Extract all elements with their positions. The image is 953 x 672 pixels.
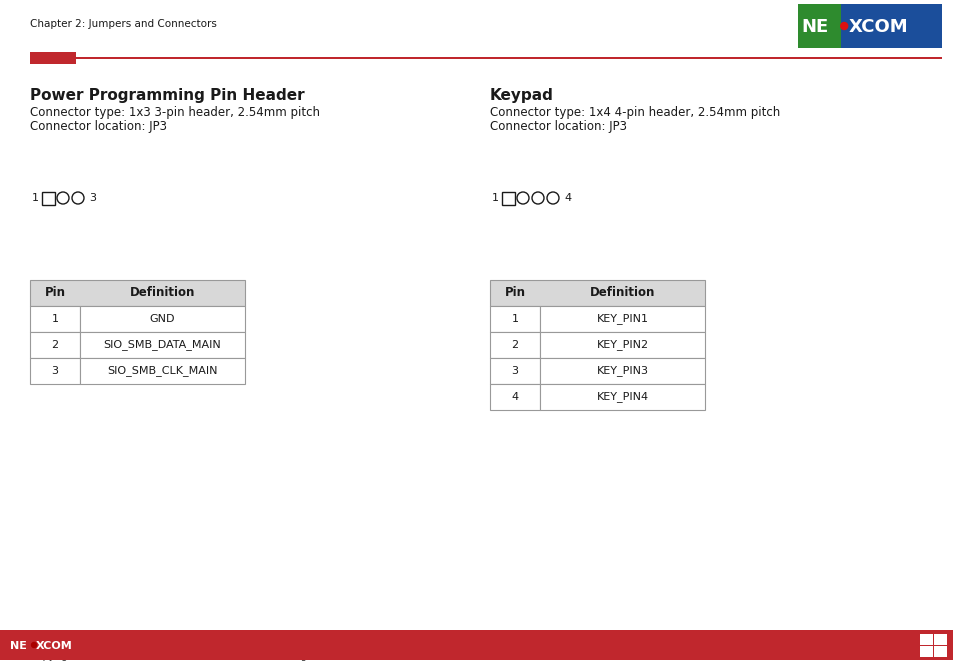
Circle shape <box>840 22 847 30</box>
Bar <box>539 306 704 332</box>
Text: Connector location: JP3: Connector location: JP3 <box>490 120 626 133</box>
Text: Connector location: JP3: Connector location: JP3 <box>30 120 167 133</box>
Text: 3: 3 <box>89 193 96 203</box>
Text: KEY_PIN4: KEY_PIN4 <box>596 392 648 403</box>
Text: 4: 4 <box>563 193 571 203</box>
Text: Copyright © 2013 NEXCOM International Co., Ltd. All Rights Reserved.: Copyright © 2013 NEXCOM International Co… <box>30 651 374 661</box>
Bar <box>490 306 539 332</box>
Bar <box>30 280 245 306</box>
Bar <box>80 306 245 332</box>
Bar <box>919 646 932 657</box>
Bar <box>30 306 80 332</box>
Text: Definition: Definition <box>130 286 195 300</box>
Text: 18: 18 <box>469 651 484 661</box>
Text: XCOM: XCOM <box>36 641 72 651</box>
Bar <box>933 646 946 657</box>
Text: KEY_PIN1: KEY_PIN1 <box>596 314 648 325</box>
Text: 1: 1 <box>492 193 498 203</box>
Bar <box>539 358 704 384</box>
Text: XCOM: XCOM <box>847 18 907 36</box>
Text: Connector type: 1x3 3-pin header, 2.54mm pitch: Connector type: 1x3 3-pin header, 2.54mm… <box>30 106 319 119</box>
Text: SIO_SMB_DATA_MAIN: SIO_SMB_DATA_MAIN <box>104 339 221 351</box>
Circle shape <box>532 192 543 204</box>
Bar <box>80 358 245 384</box>
Bar <box>42 192 55 205</box>
Bar <box>0 630 953 660</box>
Text: Definition: Definition <box>589 286 655 300</box>
Text: Power Programming Pin Header: Power Programming Pin Header <box>30 88 304 103</box>
Bar <box>919 634 932 645</box>
Bar <box>490 358 539 384</box>
Bar <box>539 384 704 410</box>
Bar <box>30 332 80 358</box>
Text: SIO_SMB_CLK_MAIN: SIO_SMB_CLK_MAIN <box>107 366 217 376</box>
Text: 3: 3 <box>511 366 518 376</box>
Text: Keypad: Keypad <box>490 88 554 103</box>
Bar <box>30 57 941 59</box>
Circle shape <box>71 192 84 204</box>
Bar <box>501 192 515 205</box>
Text: NE: NE <box>801 18 828 36</box>
Text: 2: 2 <box>51 340 58 350</box>
Text: Chapter 2: Jumpers and Connectors: Chapter 2: Jumpers and Connectors <box>30 19 216 29</box>
Bar <box>30 52 76 64</box>
Circle shape <box>57 192 69 204</box>
Bar <box>797 4 841 48</box>
Bar <box>30 358 80 384</box>
Bar <box>490 332 539 358</box>
Text: 2: 2 <box>511 340 518 350</box>
Bar <box>841 4 941 48</box>
Text: DNA 1150 User Manual: DNA 1150 User Manual <box>809 651 923 661</box>
Text: 3: 3 <box>51 366 58 376</box>
Text: KEY_PIN3: KEY_PIN3 <box>596 366 648 376</box>
Text: Pin: Pin <box>504 286 525 300</box>
Bar <box>539 332 704 358</box>
Circle shape <box>517 192 529 204</box>
Bar <box>933 634 946 645</box>
Circle shape <box>546 192 558 204</box>
Bar <box>490 280 704 306</box>
Text: GND: GND <box>150 314 175 324</box>
Bar <box>80 332 245 358</box>
Text: Connector type: 1x4 4-pin header, 2.54mm pitch: Connector type: 1x4 4-pin header, 2.54mm… <box>490 106 780 119</box>
Text: 1: 1 <box>32 193 39 203</box>
Text: 4: 4 <box>511 392 518 402</box>
Text: 1: 1 <box>511 314 518 324</box>
Bar <box>490 384 539 410</box>
Bar <box>8 634 80 656</box>
Text: KEY_PIN2: KEY_PIN2 <box>596 339 648 351</box>
Circle shape <box>31 642 36 648</box>
Text: NE: NE <box>10 641 27 651</box>
Text: Pin: Pin <box>45 286 66 300</box>
Text: 1: 1 <box>51 314 58 324</box>
